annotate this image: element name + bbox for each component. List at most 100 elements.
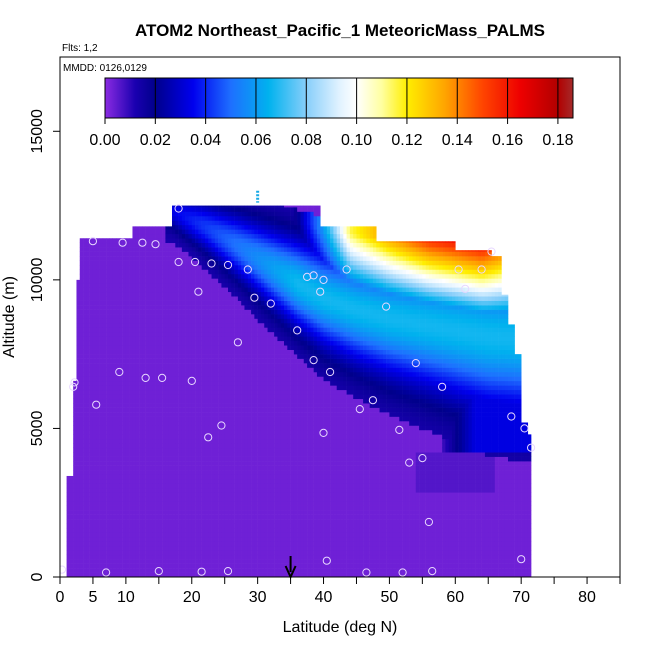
heatmap-cell (122, 358, 127, 364)
heatmap-cell (129, 443, 133, 449)
heatmap-cell (119, 536, 123, 542)
heatmap-cell (204, 305, 209, 310)
heatmap-cell (264, 363, 268, 368)
heatmap-cell (162, 514, 166, 520)
heatmap-cell (188, 260, 193, 266)
heatmap-cell (228, 278, 232, 284)
heatmap-cell (165, 572, 169, 577)
heatmap-cell (66, 519, 71, 524)
heatmap-cell (129, 367, 133, 373)
heatmap-cell (158, 345, 163, 350)
heatmap-cell (142, 242, 146, 248)
heatmap-cell (129, 554, 133, 560)
heatmap-cell (116, 371, 120, 377)
heatmap-cell (257, 505, 262, 511)
heatmap-cell (195, 340, 199, 346)
heatmap-cell (221, 438, 225, 444)
heatmap-cell (92, 380, 97, 386)
heatmap-cell (76, 541, 81, 547)
heatmap-cell (231, 380, 235, 386)
heatmap-cell (125, 487, 130, 493)
heatmap-cell (211, 269, 216, 275)
heatmap-cell (96, 447, 100, 453)
heatmap-cell (185, 496, 189, 502)
heatmap-cell (214, 416, 219, 422)
heatmap-cell (247, 340, 252, 346)
heatmap-cell (254, 345, 258, 350)
heatmap-cell (188, 242, 193, 248)
heatmap-cell (175, 554, 179, 560)
heatmap-cell (69, 523, 74, 529)
heatmap-cell (175, 443, 179, 449)
heatmap-cell (198, 331, 202, 337)
heatmap-cell (148, 487, 153, 493)
heatmap-cell (178, 345, 183, 350)
heatmap-cell (73, 385, 77, 391)
heatmap-cell (89, 470, 94, 475)
heatmap-cell (155, 242, 160, 248)
heatmap-cell (125, 465, 130, 471)
heatmap-cell (102, 318, 107, 324)
heatmap-cell (119, 412, 123, 417)
heatmap-cell (267, 265, 272, 270)
heatmap-cell (224, 247, 229, 252)
heatmap-cell (231, 211, 235, 217)
heatmap-cell (73, 550, 77, 556)
heatmap-cell (109, 554, 113, 560)
heatmap-cell (211, 398, 216, 404)
heatmap-cell (102, 256, 107, 261)
heatmap-cell (218, 309, 222, 315)
heatmap-cell (106, 425, 110, 431)
heatmap-cell (162, 336, 166, 342)
heatmap-cell (102, 438, 107, 444)
heatmap-cell (208, 523, 212, 529)
heatmap-cell (158, 478, 163, 484)
heatmap-cell (218, 389, 222, 395)
heatmap-cell (244, 385, 249, 391)
heatmap-cell (234, 296, 239, 301)
heatmap-cell (129, 309, 133, 315)
heatmap-cell (172, 278, 176, 284)
heatmap-cell (158, 233, 163, 239)
heatmap-cell (251, 309, 255, 315)
heatmap-cell (237, 260, 242, 266)
heatmap-cell (168, 425, 173, 431)
heatmap-cell (132, 554, 137, 560)
heatmap-cell (228, 465, 232, 471)
heatmap-cell (142, 282, 146, 288)
heatmap-cell (264, 205, 268, 208)
heatmap-cell (254, 215, 258, 221)
heatmap-cell (116, 389, 120, 395)
heatmap-cell (172, 425, 176, 431)
heatmap-cell (142, 331, 146, 337)
heatmap-cell (185, 296, 189, 301)
heatmap-cell (234, 434, 239, 440)
heatmap-cell (168, 251, 173, 257)
heatmap-cell (112, 398, 117, 404)
heatmap-cell (191, 452, 196, 457)
heatmap-cell (201, 443, 206, 449)
heatmap-cell (135, 354, 140, 359)
heatmap-cell (191, 403, 196, 408)
heatmap-cell (195, 269, 199, 275)
heatmap-cell (224, 568, 229, 573)
heatmap-cell (201, 380, 206, 386)
heatmap-cell (214, 385, 219, 391)
heatmap-cell (125, 505, 130, 511)
heatmap-cell (237, 559, 242, 564)
heatmap-cell (260, 572, 265, 577)
heatmap-cell (221, 403, 225, 408)
heatmap-cell (125, 434, 130, 440)
heatmap-cell (218, 394, 222, 400)
heatmap-cell (211, 233, 216, 239)
heatmap-cell (135, 412, 140, 417)
heatmap-cell (132, 300, 137, 306)
heatmap-cell (221, 291, 225, 297)
heatmap-cell (274, 563, 278, 569)
heatmap-cell (211, 385, 216, 391)
heatmap-cell (231, 550, 235, 556)
heatmap-cell (135, 349, 140, 355)
heatmap-cell (96, 545, 100, 551)
heatmap-cell (158, 322, 163, 328)
heatmap-cell (158, 296, 163, 301)
